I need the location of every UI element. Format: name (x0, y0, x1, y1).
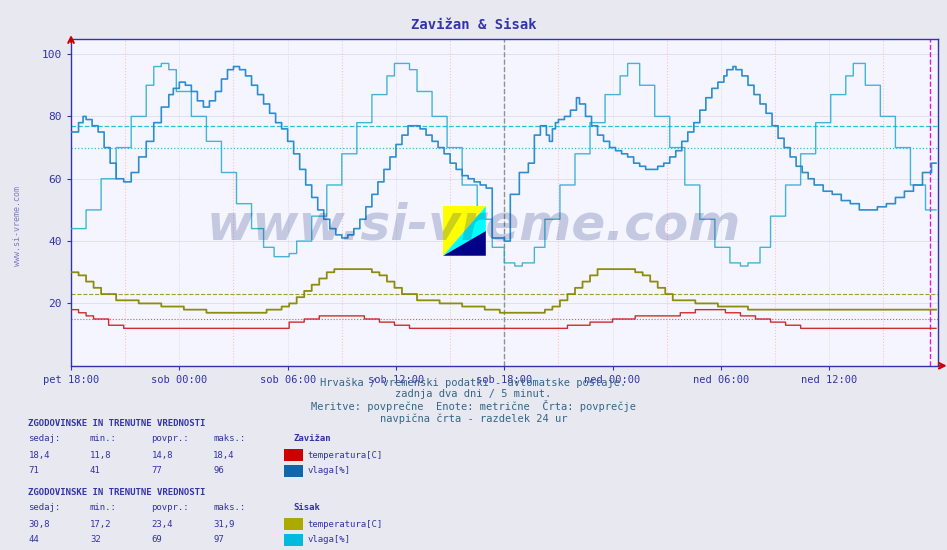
Text: maks.:: maks.: (213, 503, 245, 512)
Text: 32: 32 (90, 535, 100, 544)
Text: min.:: min.: (90, 434, 116, 443)
Text: www.si-vreme.com: www.si-vreme.com (206, 201, 741, 250)
Text: 41: 41 (90, 466, 100, 475)
Text: Sisak: Sisak (294, 503, 320, 512)
Text: maks.:: maks.: (213, 434, 245, 443)
Polygon shape (443, 206, 486, 256)
Text: 44: 44 (28, 535, 39, 544)
Polygon shape (443, 231, 486, 256)
Text: 77: 77 (152, 466, 162, 475)
Text: 71: 71 (28, 466, 39, 475)
Text: ZGODOVINSKE IN TRENUTNE VREDNOSTI: ZGODOVINSKE IN TRENUTNE VREDNOSTI (28, 488, 205, 497)
Text: sedaj:: sedaj: (28, 503, 61, 512)
Text: 11,8: 11,8 (90, 451, 112, 460)
Text: 69: 69 (152, 535, 162, 544)
Text: www.si-vreme.com: www.si-vreme.com (12, 185, 22, 266)
Text: sedaj:: sedaj: (28, 434, 61, 443)
Text: 31,9: 31,9 (213, 520, 235, 529)
Text: ZGODOVINSKE IN TRENUTNE VREDNOSTI: ZGODOVINSKE IN TRENUTNE VREDNOSTI (28, 419, 205, 428)
Polygon shape (443, 206, 486, 256)
Text: temperatura[C]: temperatura[C] (308, 520, 383, 529)
Text: Hrvaška / vremenski podatki - avtomatske postaje.: Hrvaška / vremenski podatki - avtomatske… (320, 377, 627, 388)
Text: 18,4: 18,4 (28, 451, 50, 460)
Text: povpr.:: povpr.: (152, 434, 189, 443)
Text: navpična črta - razdelek 24 ur: navpična črta - razdelek 24 ur (380, 413, 567, 424)
Text: 23,4: 23,4 (152, 520, 173, 529)
Text: temperatura[C]: temperatura[C] (308, 451, 383, 460)
Text: min.:: min.: (90, 503, 116, 512)
Text: Zavižan: Zavižan (294, 434, 331, 443)
Text: 18,4: 18,4 (213, 451, 235, 460)
Text: zadnja dva dni / 5 minut.: zadnja dva dni / 5 minut. (396, 389, 551, 399)
Text: 97: 97 (213, 535, 223, 544)
Text: Zavižan & Sisak: Zavižan & Sisak (411, 18, 536, 32)
Text: 30,8: 30,8 (28, 520, 50, 529)
Text: vlaga[%]: vlaga[%] (308, 466, 350, 475)
Text: 14,8: 14,8 (152, 451, 173, 460)
Text: Meritve: povprečne  Enote: metrične  Črta: povprečje: Meritve: povprečne Enote: metrične Črta:… (311, 400, 636, 412)
Text: vlaga[%]: vlaga[%] (308, 535, 350, 544)
Text: 96: 96 (213, 466, 223, 475)
Text: 17,2: 17,2 (90, 520, 112, 529)
Text: povpr.:: povpr.: (152, 503, 189, 512)
